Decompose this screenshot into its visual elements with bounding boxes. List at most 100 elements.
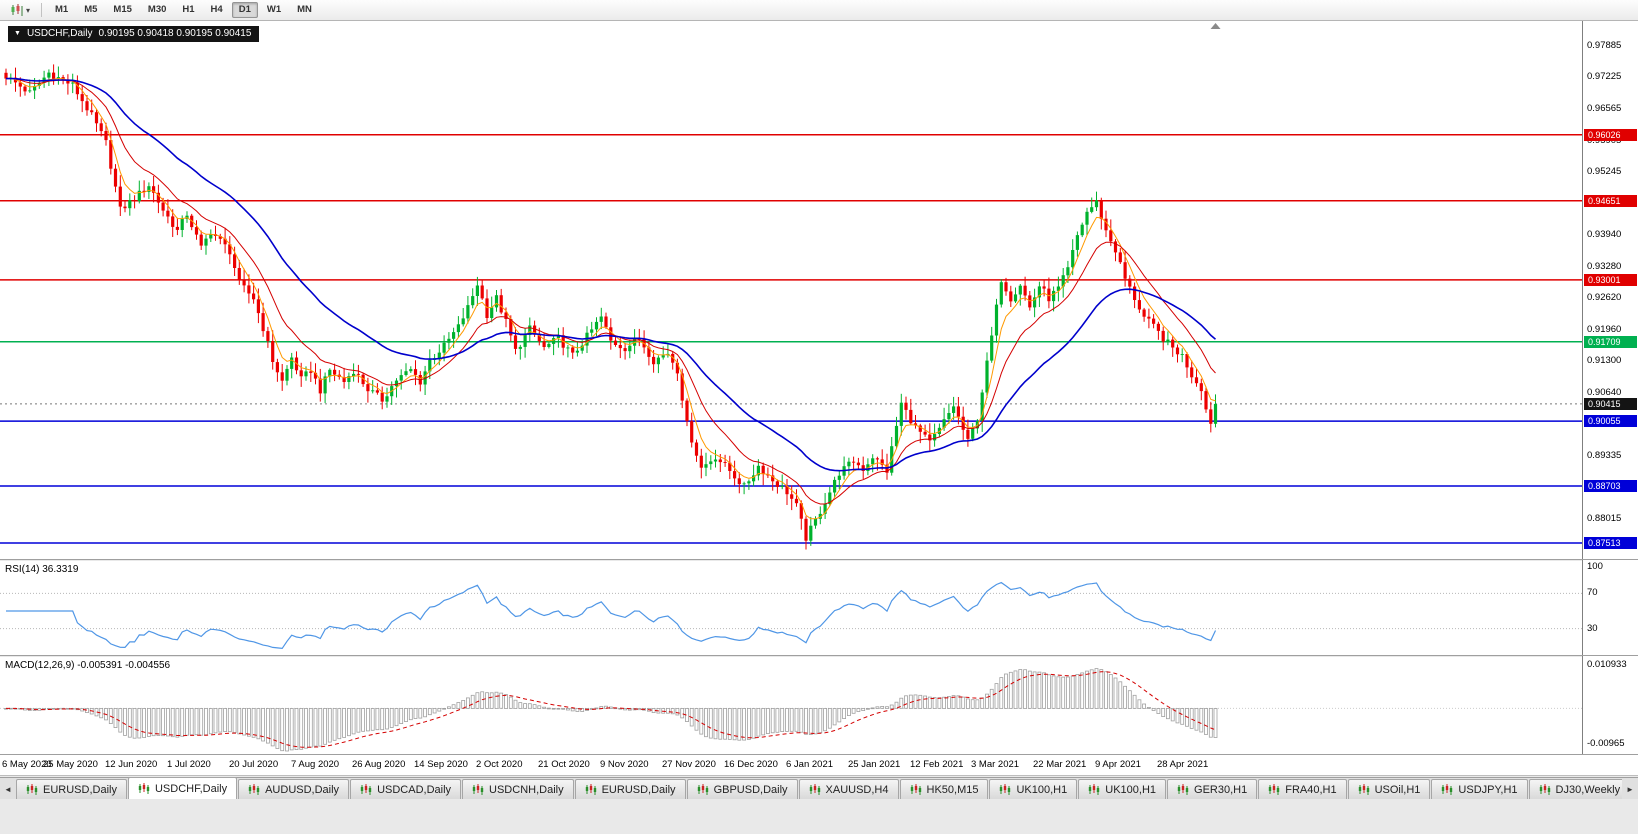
chart-tab-usdcad-daily[interactable]: USDCAD,Daily (350, 779, 462, 799)
chart-type-icon[interactable]: ▾ (5, 2, 35, 18)
timeframe-button-mn[interactable]: MN (297, 4, 312, 16)
chart-tab-eurusd-daily[interactable]: EURUSD,Daily (16, 779, 127, 799)
timeframe-button-h4[interactable]: H4 (210, 4, 223, 16)
chart-tab-label: HK50,M15 (926, 783, 979, 796)
hline-price-badge: 0.96026 (1584, 129, 1637, 141)
timeframe-bar: M1 M5 M15 M30 H1 H4 D1 W1 MN (48, 2, 319, 18)
chart-tab-label: AUDUSD,Daily (265, 783, 340, 796)
date-axis-label: 9 Apr 2021 (1095, 759, 1141, 770)
macd-axis-label: -0.00965 (1587, 738, 1625, 749)
chart-tab-label: UK100,H1 (1105, 783, 1157, 796)
timeframe-button-m30[interactable]: M30 (147, 4, 167, 16)
chart-tab-ger30-h1[interactable]: GER30,H1 (1167, 779, 1258, 799)
chart-icon (360, 784, 372, 795)
chart-tab-usoil-h1[interactable]: USOil,H1 (1347, 779, 1431, 799)
chart-tab-xauusd-h4[interactable]: XAUUSD,H4 (798, 779, 899, 799)
chart-icon (1442, 784, 1453, 795)
timeframe-button-w1[interactable]: W1 (266, 4, 282, 16)
chart-tab-label: FRA40,H1 (1285, 783, 1337, 796)
chart-tab-uk100-h1[interactable]: UK100,H1 (1078, 779, 1167, 799)
chart-menu-icon[interactable]: ▼ (14, 30, 21, 37)
hline-price-badge: 0.94651 (1584, 195, 1637, 207)
panel-separator[interactable] (0, 655, 1638, 656)
timeframe-button-m5[interactable]: M5 (84, 4, 98, 16)
chevron-down-icon: ▾ (26, 5, 31, 15)
chart-tab-eurusd-daily[interactable]: EURUSD,Daily (574, 779, 686, 799)
price-axis-label: 0.96565 (1587, 103, 1622, 114)
chart-tabs: EURUSD,Daily USDCHF,Daily AUDUSD,Daily USDC… (16, 777, 1622, 799)
price-axis-label: 0.95245 (1587, 166, 1622, 177)
date-axis-label: 21 Oct 2020 (538, 759, 590, 770)
date-axis-label: 25 Jan 2021 (848, 759, 901, 770)
tab-scroll-right-icon[interactable]: ► (1626, 784, 1634, 794)
chart-tab-label: GER30,H1 (1194, 783, 1248, 796)
chart-tab-label: EURUSD,Daily (601, 783, 676, 796)
chart-icon (1539, 784, 1550, 795)
chart-tab-audusd-daily[interactable]: AUDUSD,Daily (238, 779, 350, 799)
date-axis-label: 26 Aug 2020 (352, 759, 406, 770)
date-axis-label: 2 Oct 2020 (476, 759, 523, 770)
macd-label: MACD(12,26,9) -0.005391 -0.004556 (5, 660, 171, 671)
chart-tab-bar: ◄ EURUSD,Daily USDCHF,Daily AUDUSD,Daily US… (0, 777, 1638, 799)
timeframe-button-m1[interactable]: M1 (55, 4, 69, 16)
timeframe-button-d1[interactable]: D1 (231, 2, 258, 18)
chart-icon (1358, 784, 1369, 795)
timeframe-button-m15[interactable]: M15 (113, 4, 132, 16)
date-axis-label: 3 Mar 2021 (971, 759, 1020, 770)
chart-tab-fra40-h1[interactable]: FRA40,H1 (1258, 779, 1347, 799)
chart-icon (248, 784, 260, 795)
chart-icon (1269, 784, 1280, 795)
price-axis-label: 0.97225 (1587, 71, 1622, 82)
date-axis-label: 9 Nov 2020 (600, 759, 649, 770)
chart-icon (472, 784, 484, 795)
date-axis-label: 12 Feb 2021 (910, 759, 964, 770)
hline-price-badge: 0.87513 (1584, 537, 1637, 549)
date-axis-label: 25 May 2020 (43, 759, 98, 770)
panel-separator[interactable] (0, 559, 1638, 560)
macd-chart-canvas[interactable] (0, 657, 1582, 754)
rsi-chart-canvas[interactable] (0, 561, 1582, 655)
chart-title-bar: ▼ USDCHF,Daily 0.90195 0.90418 0.90195 0… (8, 26, 260, 42)
price-axis[interactable]: 0.978850.972250.965650.959050.952450.945… (1582, 21, 1638, 755)
chart-tab-uk100-h1[interactable]: UK100,H1 (989, 779, 1078, 799)
chart-tab-hk50-m15[interactable]: HK50,M15 (899, 779, 989, 799)
rsi-panel[interactable]: RSI(14) 36.3319 (0, 561, 1582, 655)
chart-tab-label: USDCNH,Daily (489, 783, 564, 796)
panel-separator (0, 754, 1638, 755)
chart-icon (697, 784, 708, 795)
hline-price-badge: 0.90055 (1584, 415, 1637, 427)
price-axis-label: 0.93940 (1587, 229, 1622, 240)
chart-tab-gbpusd-daily[interactable]: GBPUSD,Daily (686, 779, 798, 799)
price-axis-label: 0.91300 (1587, 355, 1622, 366)
toolbar-separator (41, 3, 43, 17)
chart-title-symbol: USDCHF,Daily (26, 28, 93, 39)
chart-tab-label: DJ30,Weekly (1555, 783, 1621, 796)
chart-tab-dj30-weekly[interactable]: DJ30,Weekly (1528, 779, 1622, 799)
rsi-axis-label: 100 (1587, 561, 1603, 572)
rsi-axis-label: 70 (1587, 587, 1598, 598)
chart-tab-usdchf-daily[interactable]: USDCHF,Daily (127, 777, 238, 799)
chart-tab-usdjpy-h1[interactable]: USDJPY,H1 (1431, 779, 1528, 799)
tab-scroll-left-icon[interactable]: ◄ (4, 784, 12, 794)
date-axis-label: 28 Apr 2021 (1157, 759, 1209, 770)
macd-panel[interactable]: MACD(12,26,9) -0.005391 -0.004556 (0, 657, 1582, 754)
date-axis-label: 27 Nov 2020 (662, 759, 716, 770)
date-axis-label: 1 Jul 2020 (167, 759, 211, 770)
current-price-badge: 0.90415 (1584, 398, 1637, 410)
chart-title-ohlc: 0.90195 0.90418 0.90195 0.90415 (98, 28, 252, 39)
hline-price-badge: 0.91709 (1584, 336, 1637, 348)
date-axis-label: 14 Sep 2020 (414, 759, 468, 770)
price-axis-label: 0.93280 (1587, 261, 1622, 272)
chart-tab-usdcnh-daily[interactable]: USDCNH,Daily (462, 779, 574, 799)
candlestick-chart-canvas[interactable] (0, 21, 1582, 559)
timeframe-button-h1[interactable]: H1 (182, 4, 195, 16)
main-chart-panel[interactable]: ▼ USDCHF,Daily 0.90195 0.90418 0.90195 0… (0, 21, 1582, 559)
date-axis-label: 20 Jul 2020 (229, 759, 279, 770)
hline-price-badge: 0.88703 (1584, 480, 1637, 492)
chart-icon (585, 784, 596, 795)
candlestick-chart-icon (11, 4, 23, 16)
chart-icon (1000, 784, 1011, 795)
date-axis-label: 7 Aug 2020 (291, 759, 340, 770)
date-axis[interactable]: 6 May 2020 25 May 2020 12 Jun 2020 1 Jul 20… (0, 755, 1638, 776)
